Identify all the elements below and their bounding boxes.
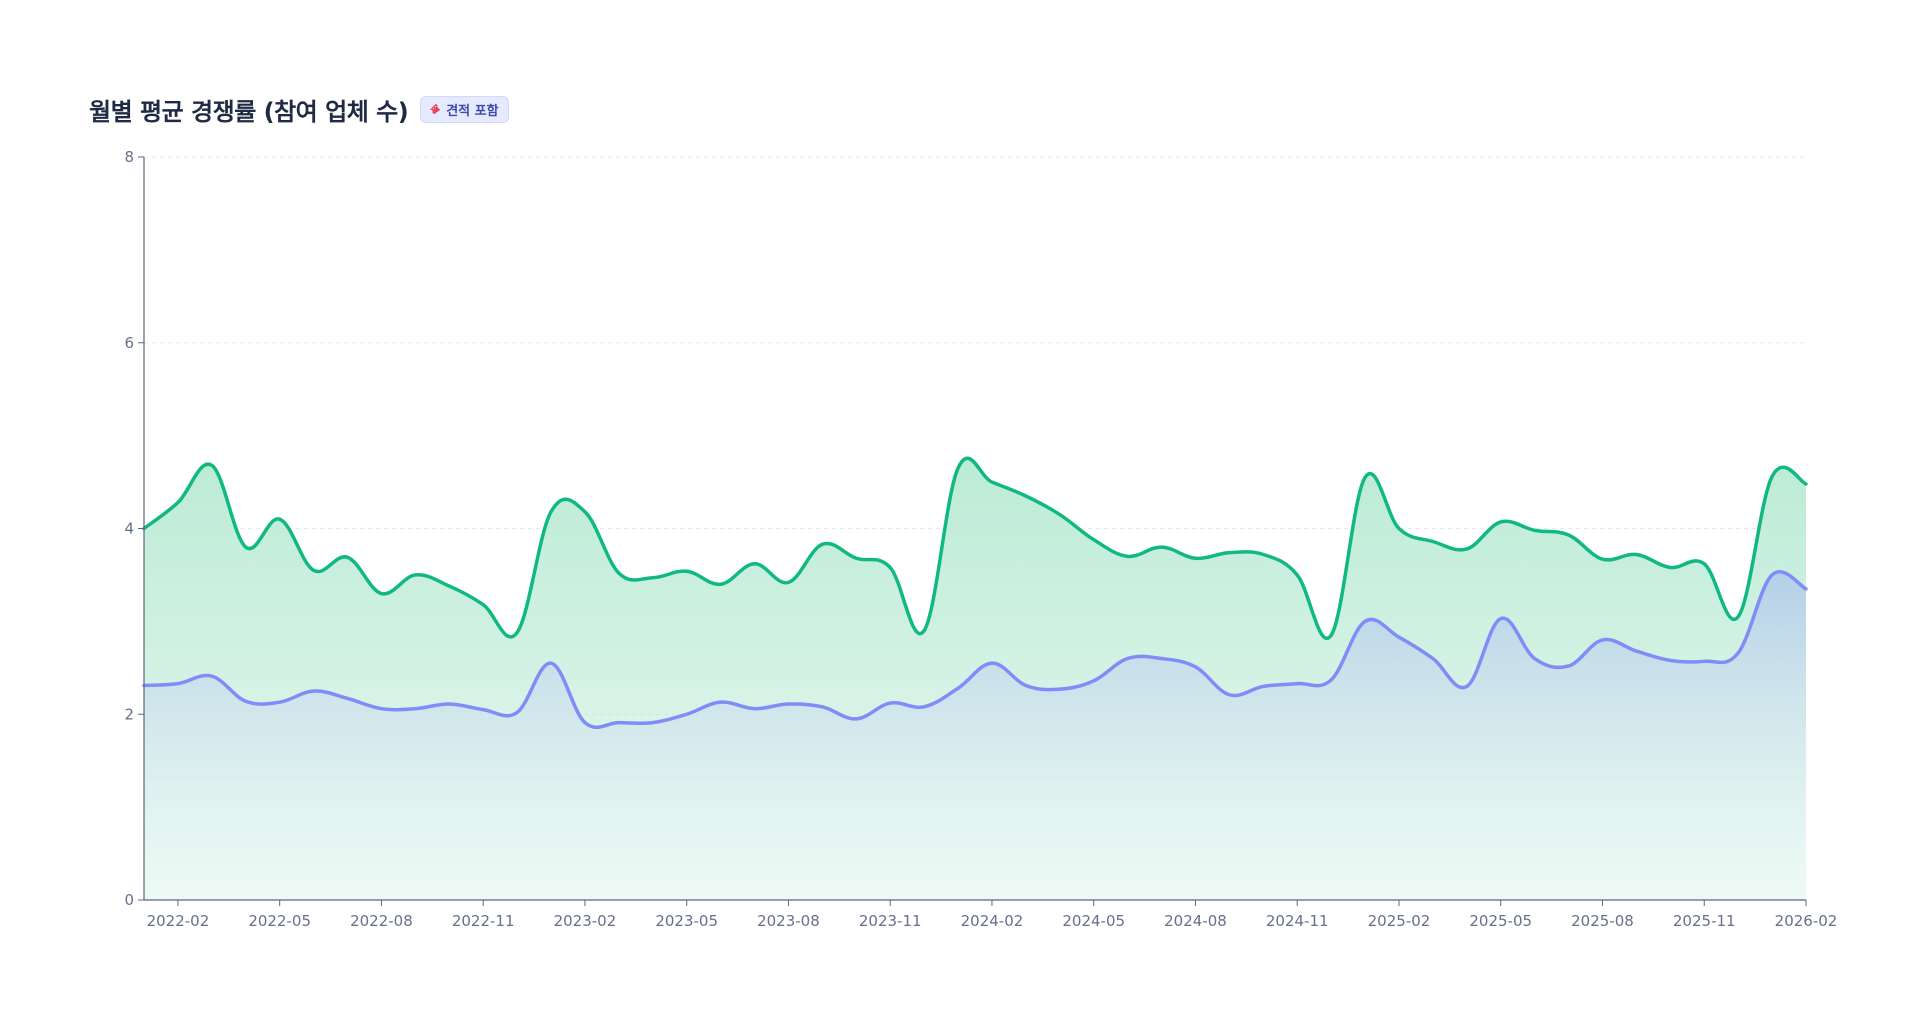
x-tick-label: 2022-08 — [350, 912, 413, 930]
y-tick-label: 6 — [124, 334, 134, 352]
x-tick-label: 2023-08 — [757, 912, 820, 930]
x-tick-label: 2023-05 — [655, 912, 718, 930]
y-tick-label: 4 — [124, 520, 134, 538]
x-tick-label: 2026-02 — [1775, 912, 1838, 930]
upper-series-line — [142, 456, 1808, 640]
x-tick-label: 2025-05 — [1469, 912, 1532, 930]
chart-title: 월별 평균 경쟁률 (참여 업체 수) — [89, 97, 409, 126]
x-tick-label: 2024-08 — [1164, 912, 1227, 930]
x-tick-label: 2022-02 — [147, 912, 210, 930]
x-tick-label: 2024-02 — [961, 912, 1024, 930]
x-tick-label: 2025-02 — [1368, 912, 1431, 930]
axes: 0 2 4 6 8 2022-02 2022-05 2022-08 2022-11 2023-02… — [124, 148, 1837, 930]
area-layer — [142, 456, 1808, 900]
y-tick-label: 8 — [124, 148, 134, 166]
y-tick-label: 0 — [124, 891, 134, 909]
x-tick-label: 2024-11 — [1266, 912, 1329, 930]
x-tick-label: 2023-02 — [554, 912, 617, 930]
x-tick-label: 2024-05 — [1062, 912, 1125, 930]
estimate-included-badge: 견적 포함 — [420, 95, 509, 123]
x-tick-label: 2023-11 — [859, 912, 922, 930]
x-tick-label: 2025-11 — [1673, 912, 1736, 930]
lower-series-line — [142, 570, 1808, 730]
x-tick-label: 2025-08 — [1571, 912, 1634, 930]
badge-label: 견적 포함 — [446, 103, 499, 119]
y-tick-label: 2 — [124, 705, 134, 723]
x-tick-label: 2022-05 — [248, 912, 311, 930]
ticket-icon — [429, 103, 441, 115]
x-tick-label: 2022-11 — [452, 912, 515, 930]
chart-header: 월별 평균 경쟁률 (참여 업체 수) 견적 포함 — [89, 88, 509, 130]
lower-series-area — [144, 571, 1806, 900]
